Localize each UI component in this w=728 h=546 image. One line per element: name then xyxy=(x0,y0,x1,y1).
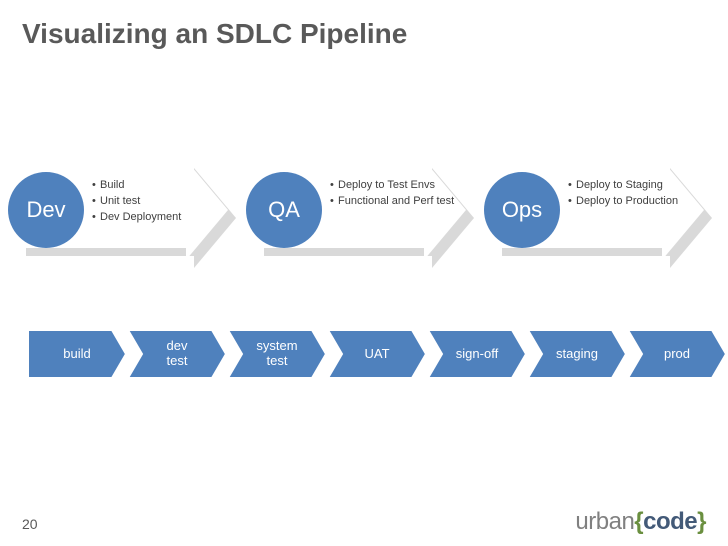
page-number: 20 xyxy=(22,516,38,532)
arrows-row: DevBuildUnit testDev DeploymentQADeploy … xyxy=(18,160,722,280)
stage-bullets-qa: Deploy to Test EnvsFunctional and Perf t… xyxy=(330,178,460,210)
chevron-system-test: systemtest xyxy=(228,330,326,378)
arrow-block-qa: QADeploy to Test EnvsFunctional and Perf… xyxy=(256,160,484,280)
chevron-dev-test: devtest xyxy=(128,330,226,378)
logo-brace-close: } xyxy=(697,508,706,535)
chevron-label: build xyxy=(59,347,94,362)
bullet-item: Deploy to Production xyxy=(568,194,698,209)
bullet-item: Deploy to Staging xyxy=(568,178,698,193)
bullet-item: Functional and Perf test xyxy=(330,194,460,209)
bullet-item: Dev Deployment xyxy=(92,210,222,225)
stage-circle-ops: Ops xyxy=(484,172,560,248)
chevron-label: devtest xyxy=(163,339,192,369)
arrow-block-dev: DevBuildUnit testDev Deployment xyxy=(18,160,246,280)
logo-word1: urban xyxy=(575,508,634,535)
chevron-label: sign-off xyxy=(452,347,502,362)
chevron-build: build xyxy=(28,330,126,378)
chevron-staging: staging xyxy=(528,330,626,378)
chevron-sign-off: sign-off xyxy=(428,330,526,378)
arrow-block-ops: OpsDeploy to StagingDeploy to Production xyxy=(494,160,722,280)
stage-circle-qa: QA xyxy=(246,172,322,248)
slide-title: Visualizing an SDLC Pipeline xyxy=(22,18,407,50)
chevron-label: prod xyxy=(660,347,694,362)
chevron-row: build devtest systemtest UAT sign-off staging… xyxy=(28,330,728,378)
chevron-prod: prod xyxy=(628,330,726,378)
chevron-label: systemtest xyxy=(252,339,301,369)
stage-circle-dev: Dev xyxy=(8,172,84,248)
stage-bullets-dev: BuildUnit testDev Deployment xyxy=(92,178,222,226)
bullet-item: Deploy to Test Envs xyxy=(330,178,460,193)
logo-brace-open: { xyxy=(634,508,643,535)
bullet-item: Unit test xyxy=(92,194,222,209)
chevron-UAT: UAT xyxy=(328,330,426,378)
stage-bullets-ops: Deploy to StagingDeploy to Production xyxy=(568,178,698,210)
logo-word2: code xyxy=(643,508,697,535)
bullet-item: Build xyxy=(92,178,222,193)
chevron-label: staging xyxy=(552,347,602,362)
logo: urban{code} xyxy=(575,508,706,536)
chevron-label: UAT xyxy=(360,347,393,362)
